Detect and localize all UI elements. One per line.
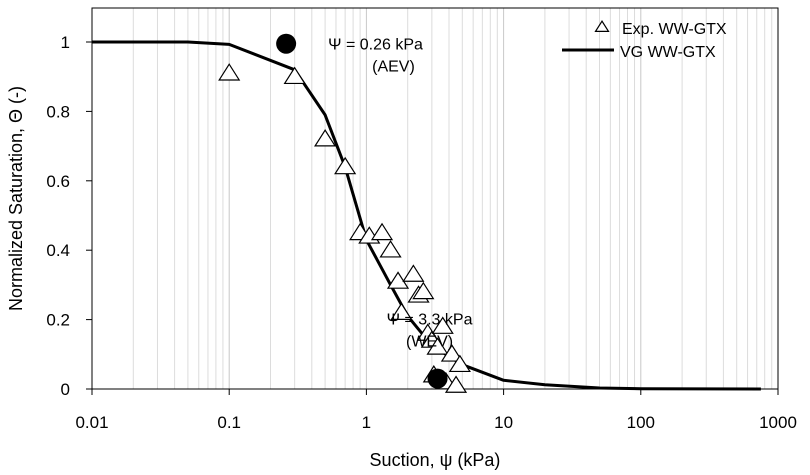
data-point	[444, 375, 468, 393]
legend: Exp. WW-GTX VG WW-GTX	[562, 20, 727, 61]
x-tick-label: 10	[494, 413, 513, 432]
data-point	[283, 66, 306, 85]
y-tick-label: 0.8	[46, 102, 70, 121]
x-tick-label: 0.1	[217, 413, 241, 432]
legend-triangle-icon	[594, 20, 610, 32]
annotation-text: Ψ = 0.26 kPa	[328, 37, 423, 54]
annotation-text: (AEV)	[372, 59, 415, 76]
highlight-points	[276, 33, 448, 389]
y-tick-label: 1	[61, 33, 70, 52]
vg-line	[92, 40, 761, 391]
x-axis-title: Suction, ψ (kPa)	[370, 450, 501, 470]
data-point	[402, 264, 425, 282]
data-point	[314, 129, 337, 147]
y-tick-label: 0.6	[46, 172, 70, 191]
plot-area-border	[91, 7, 779, 390]
data-point	[440, 344, 464, 362]
y-axis-title: Normalized Saturation, Θ (-)	[6, 86, 26, 311]
data-point	[370, 222, 394, 241]
y-tick-label: 0.4	[46, 241, 70, 260]
data-point	[334, 156, 357, 175]
x-tick-label: 100	[627, 413, 655, 432]
data-point	[386, 271, 410, 289]
vertical-gridlines	[132, 8, 779, 389]
data-point	[448, 354, 471, 373]
x-tick-label: 0.01	[75, 413, 108, 432]
data-point	[412, 281, 435, 300]
data-point	[218, 63, 241, 81]
x-tick-label: 1000	[759, 413, 797, 432]
x-tick-label: 1	[362, 413, 371, 432]
y-tick-label: 0.2	[46, 311, 70, 330]
axis-tick-labels: 0.01 0.1 1 10 100 1000 0 0.2 0.4 0.6 0.8 1	[46, 33, 797, 432]
highlight-point	[276, 33, 297, 54]
legend-label: Exp. WW-GTX	[622, 21, 727, 38]
annotation-text: (WEV)	[406, 334, 453, 351]
data-point	[390, 302, 413, 321]
annotation-text: Ψ = 3.3 kPa	[387, 312, 473, 329]
y-tick-label: 0	[61, 380, 70, 399]
data-point	[426, 337, 449, 355]
annotations: Ψ = 0.26 kPa (AEV) Ψ = 3.3 kPa (WEV)	[328, 37, 472, 351]
highlight-point	[427, 368, 448, 389]
data-point	[379, 240, 402, 258]
legend-label: VG WW-GTX	[620, 44, 716, 61]
data-point	[431, 316, 454, 334]
